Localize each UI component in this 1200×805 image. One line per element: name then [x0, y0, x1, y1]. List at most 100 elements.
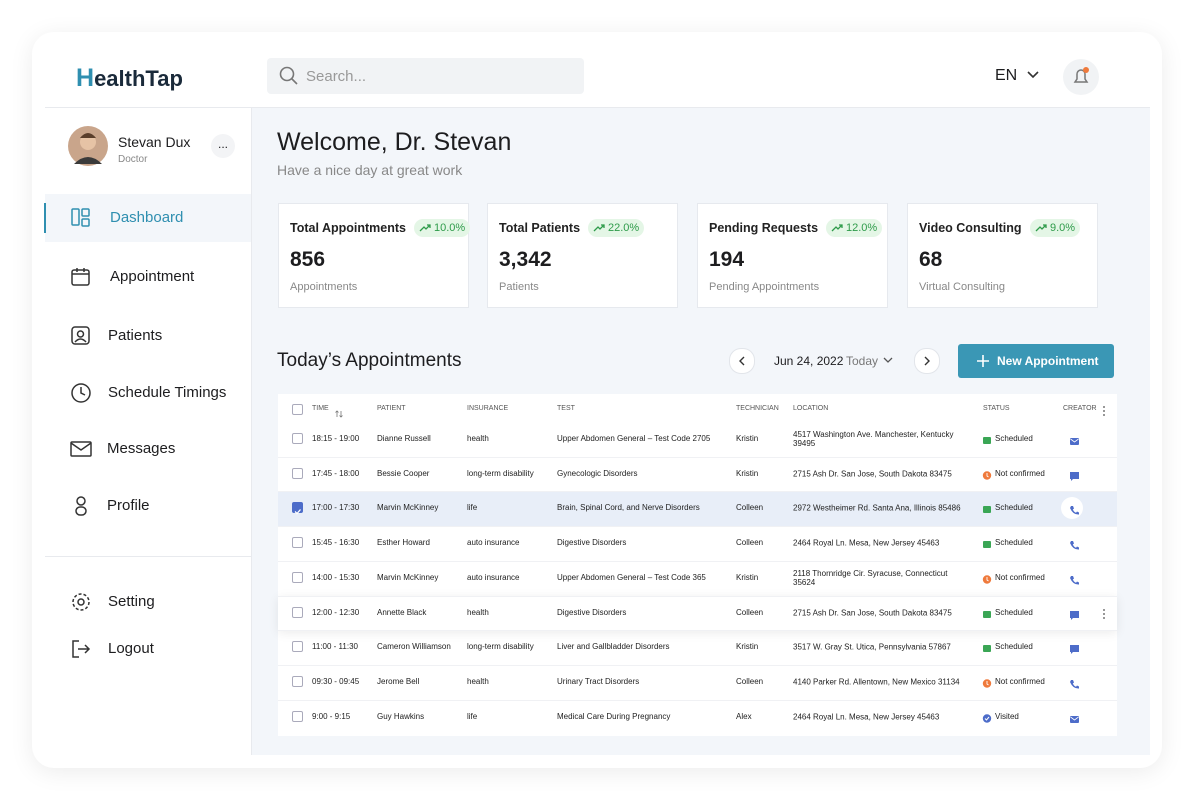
box	[292, 404, 303, 415]
column-header[interactable]: TECHNICIAN	[736, 405, 779, 412]
checkbox[interactable]	[292, 467, 303, 479]
stat-title: Pending Requests	[709, 221, 819, 235]
cell: health	[467, 607, 489, 617]
checkbox[interactable]	[292, 641, 303, 653]
nav-item[interactable]: Setting	[108, 593, 155, 610]
checkbox[interactable]	[292, 710, 303, 722]
cell-status: Scheduled	[995, 642, 1033, 652]
cell: Cameron Williamson	[377, 642, 451, 652]
cell-status: Visited	[995, 711, 1019, 721]
stat-caption: Virtual Consulting	[919, 281, 1006, 293]
language-selector[interactable]: EN	[995, 67, 1040, 85]
nav-item[interactable]: Dashboard	[110, 209, 184, 226]
checkbox[interactable]	[292, 433, 303, 444]
change-value: 10.0%	[434, 222, 466, 234]
nav-item[interactable]: Appointment	[110, 268, 195, 285]
column-header[interactable]: LOCATION	[793, 405, 829, 412]
box	[292, 537, 303, 549]
icon	[983, 610, 991, 618]
badge: 12.0%	[826, 219, 883, 237]
creator-icon[interactable]	[1069, 642, 1080, 660]
icon	[72, 593, 90, 611]
box	[292, 675, 303, 687]
cell: Kristin	[736, 642, 759, 652]
checkbox[interactable]	[292, 502, 303, 515]
row-divider	[278, 456, 1117, 458]
cell: Brain, Spinal Cord, and Nerve Disorders	[557, 503, 700, 513]
welcome-subtitle: Have a nice day at great work	[277, 162, 463, 178]
creator-icon[interactable]	[1069, 503, 1080, 521]
creator-icon[interactable]	[1069, 469, 1080, 487]
creator-icon[interactable]	[1069, 573, 1080, 591]
prev-button[interactable]	[729, 348, 755, 374]
cell: Gynecologic Disorders	[557, 468, 638, 478]
avatar[interactable]	[68, 126, 108, 166]
date-today[interactable]: Today	[846, 354, 879, 368]
cell: 09:30 - 09:45	[312, 676, 360, 686]
column-header[interactable]: TEST	[557, 405, 575, 412]
cell-location: 2715 Ash Dr. San Jose, South Dakota 8347…	[793, 469, 952, 479]
cell-location: 2464 Royal Ln. Mesa, New Jersey 45463	[793, 712, 940, 722]
nav-item[interactable]: Logout	[108, 640, 154, 657]
nav-icon	[70, 495, 94, 524]
creator-icon[interactable]	[1069, 677, 1080, 695]
checkbox[interactable]	[292, 606, 303, 618]
column-menu[interactable]	[1102, 404, 1106, 422]
checkbox[interactable]	[292, 571, 303, 583]
trend-icon	[831, 224, 843, 232]
chevron	[924, 356, 930, 366]
checkbox[interactable]	[292, 675, 303, 687]
cell-location: 2118 Thornridge Cir. Syracuse, Connectic…	[793, 568, 948, 587]
cell: Digestive Disorders	[557, 607, 627, 617]
cell: Guy Hawkins	[377, 711, 425, 721]
nav-item[interactable]: Schedule Timings	[108, 384, 227, 401]
checkbox[interactable]	[292, 404, 303, 415]
creator-icon[interactable]	[1069, 538, 1080, 556]
cell: Kristin	[736, 434, 759, 443]
cell: Liver and Gallbladder Disorders	[557, 642, 670, 652]
column-header[interactable]: CREATOR	[1063, 405, 1097, 412]
nav-item[interactable]: Messages	[107, 440, 176, 457]
stat-title: Video Consulting	[919, 221, 1022, 235]
row-divider	[278, 526, 1117, 528]
button-label: New Appointment	[997, 354, 1099, 368]
nav-item[interactable]: Patients	[108, 327, 163, 344]
cell: long-term disability	[467, 642, 534, 652]
row-hover	[278, 595, 1117, 631]
logo[interactable]: HealthTap	[76, 64, 183, 92]
search-box[interactable]: Search...	[267, 58, 584, 94]
cell: life	[467, 711, 478, 721]
column-header[interactable]: TIME	[312, 405, 329, 412]
divider	[251, 107, 252, 755]
stat-caption: Appointments	[290, 281, 358, 293]
notification-button[interactable]	[1063, 59, 1099, 95]
cell-location: 4517 Washington Ave. Manchester, Kentuck…	[793, 430, 954, 448]
badge: 22.0%	[588, 219, 645, 237]
sort-icon[interactable]	[335, 405, 343, 423]
cell: auto insurance	[467, 572, 520, 582]
cell: Colleen	[736, 538, 764, 548]
cell: Dianne Russell	[377, 434, 431, 443]
new-appointment-button[interactable]: New Appointment	[958, 344, 1114, 378]
nav-item[interactable]: Profile	[107, 497, 150, 514]
checkbox[interactable]	[292, 537, 303, 549]
user-menu[interactable]: ...	[211, 134, 235, 158]
cell: long-term disability	[467, 468, 534, 478]
cell: 18:15 - 19:00	[312, 434, 360, 443]
creator-icon[interactable]	[1069, 608, 1080, 626]
creator-icon[interactable]	[1069, 434, 1080, 452]
cell: Colleen	[736, 607, 764, 617]
nav-icon	[70, 382, 94, 411]
row-menu[interactable]	[1102, 607, 1106, 625]
box	[292, 606, 303, 618]
column-header[interactable]: STATUS	[983, 405, 1010, 412]
next-button[interactable]	[914, 348, 940, 374]
cell: Colleen	[736, 676, 764, 686]
row-divider	[278, 491, 1117, 493]
cell: Kristin	[736, 468, 759, 478]
column-header[interactable]: PATIENT	[377, 405, 406, 412]
creator-icon[interactable]	[1069, 712, 1080, 730]
status-icon	[982, 607, 992, 625]
icon	[1070, 575, 1079, 585]
column-header[interactable]: INSURANCE	[467, 405, 509, 412]
